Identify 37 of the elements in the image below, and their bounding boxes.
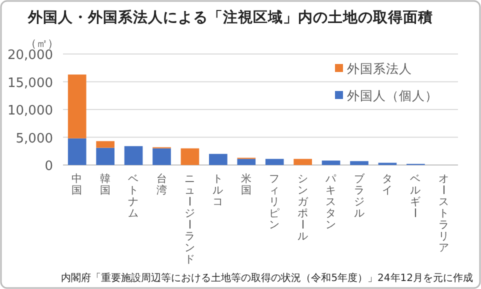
x-tick-label: ニュージーランド (182, 173, 196, 266)
y-tick-label: 20,000 (8, 48, 53, 63)
x-tick-label: パキスタン (324, 173, 338, 231)
y-axis-title: （㎡） (26, 37, 58, 50)
x-tick-label: 台湾 (156, 172, 168, 196)
chart-title: 外国人・外国系法人による「注視区域」内の土地の取得面積 (27, 8, 433, 26)
x-tick-label: ブラジル (354, 172, 366, 220)
bar (180, 148, 200, 165)
legend-label: 外国人（個人） (347, 88, 438, 103)
bar (68, 74, 86, 138)
bar (96, 141, 114, 148)
bar (68, 138, 86, 165)
bar (152, 148, 171, 165)
legend-label: 外国系法人 (347, 61, 412, 76)
y-tick-label: 5,000 (16, 131, 53, 146)
bar (322, 160, 340, 165)
bar (294, 158, 312, 165)
y-tick-label: 10,000 (8, 104, 53, 118)
bar (265, 158, 284, 165)
x-tick-label: オーストラリア (436, 173, 450, 254)
bar (237, 158, 256, 165)
x-tick-label: タイ (382, 173, 393, 196)
bar (209, 154, 228, 165)
x-tick-label: シンガポール (296, 173, 310, 242)
x-tick-label: トルコ (212, 173, 224, 208)
y-tick-label: 15,000 (8, 76, 53, 91)
x-tick-label: フィリピン (269, 173, 280, 231)
text: 内閣府「重要施設周辺等における土地等の取得の状況（令和5年度）」24年12月を元に作成 (61, 272, 473, 284)
bar (124, 146, 143, 165)
x-tick-label: ベルギー (408, 173, 422, 218)
x-tick-label: ベトナム (128, 173, 140, 220)
bar (350, 161, 368, 165)
x-tick-label: 韓国 (100, 172, 111, 196)
y-tick-label: 0 (44, 159, 53, 174)
bar (96, 148, 114, 165)
x-tick-label: 米国 (240, 172, 252, 196)
x-tick-label: 中国 (72, 172, 83, 196)
